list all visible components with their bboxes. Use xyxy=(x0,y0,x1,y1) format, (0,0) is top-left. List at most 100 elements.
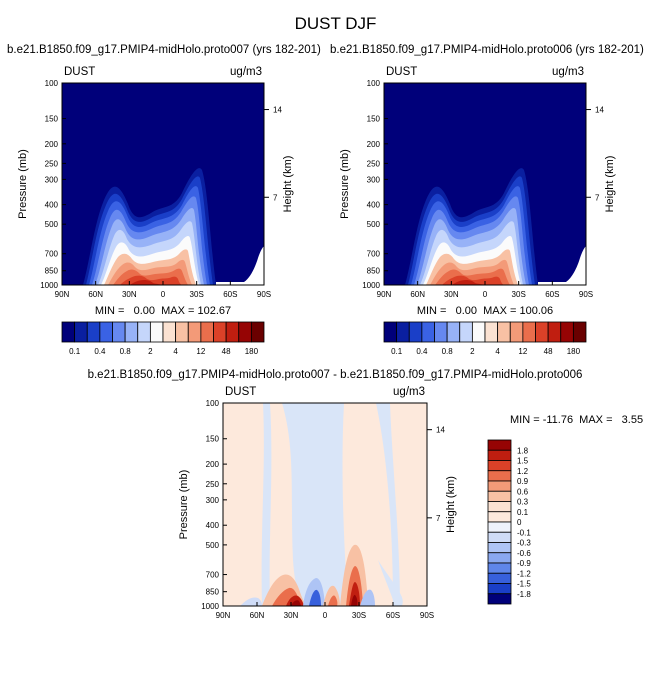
left-xtick-label: 90S xyxy=(257,290,271,299)
difference-ytick-label: 200 xyxy=(206,460,220,469)
difference-ytick-label: 400 xyxy=(206,521,220,530)
left-colorbar-box xyxy=(250,321,265,343)
left-colorbar-box xyxy=(187,321,202,343)
right-ytick-label: 200 xyxy=(367,140,381,149)
left-colorbar-label: 12 xyxy=(196,347,205,356)
difference-colorbar-box xyxy=(487,593,512,605)
right-xtick-label: 30N xyxy=(444,290,459,299)
left-xtick-label: 30S xyxy=(190,290,204,299)
difference-ytick-label: 850 xyxy=(206,588,220,597)
right-colorbar-label: 48 xyxy=(544,347,553,356)
left-ytick-label: 700 xyxy=(45,250,59,259)
right-variable-label: DUST xyxy=(386,66,417,78)
right-xtick-label: 90N xyxy=(377,290,392,299)
right-colorbar-box xyxy=(522,321,536,343)
difference-colorbar-label: 1.2 xyxy=(517,467,529,476)
difference-colorbar-label: 0.3 xyxy=(517,498,529,507)
difference-variable-label: DUST xyxy=(225,386,256,398)
left-colorbar-box xyxy=(124,321,139,343)
difference-colorbar-label: 0.9 xyxy=(517,477,529,486)
difference-xtick-label: 60N xyxy=(250,611,265,620)
difference-colorbar-label: -0.6 xyxy=(517,549,531,558)
right-colorbar-box xyxy=(572,321,587,343)
right-xtick-label: 30S xyxy=(512,290,526,299)
left-colorbar-box xyxy=(137,321,151,343)
right-colorbar-box xyxy=(459,321,473,343)
left-colorbar-label: 0.1 xyxy=(69,347,81,356)
difference-colorbar-label: 1.5 xyxy=(517,457,529,466)
difference-colorbar-label: -0.3 xyxy=(517,539,531,548)
difference-ytick-label: 500 xyxy=(206,541,220,550)
right-ytick-label: 300 xyxy=(367,175,381,184)
difference-colorbar-label: -1.8 xyxy=(517,590,531,599)
left-colorbar-box xyxy=(112,321,126,343)
left-colorbar-box xyxy=(86,321,101,343)
right-ytick-label: 150 xyxy=(367,115,381,124)
difference-colorbar-label: 0.6 xyxy=(517,487,529,496)
right-ytick-label: 700 xyxy=(367,250,381,259)
left-colorbar-box xyxy=(200,321,214,343)
right-colorbar-box xyxy=(434,321,448,343)
difference-colorbar-box xyxy=(487,470,512,482)
left-colorbar-box xyxy=(61,321,76,343)
right-ytick-label: 500 xyxy=(367,220,381,229)
left-ytick-label: 100 xyxy=(45,79,59,88)
difference-xtick-label: 90N xyxy=(216,611,231,620)
difference-panel-title: b.e21.B1850.f09_g17.PMIP4-midHolo.proto0… xyxy=(88,369,583,381)
right-ytick-label: 400 xyxy=(367,201,381,210)
left-colorbar-box xyxy=(162,321,177,343)
right-colorbar-label: 180 xyxy=(567,347,581,356)
difference-min-max: MIN = -11.76 MAX = 3.55 xyxy=(510,414,643,426)
right-colorbar-label: 0.8 xyxy=(442,347,454,356)
right-colorbar-box xyxy=(421,321,435,343)
left-ytick-label: 500 xyxy=(45,220,59,229)
right-ytick-label: 1000 xyxy=(362,281,380,290)
left-y2tick-label: 14 xyxy=(273,106,282,115)
difference-colorbar-box xyxy=(487,531,512,543)
difference-ylabel: Pressure (mb) xyxy=(178,470,190,540)
left-xtick-label: 0 xyxy=(161,290,166,299)
right-ylabel: Pressure (mb) xyxy=(339,149,351,219)
right-colorbar-box xyxy=(408,321,423,343)
right-y2tick-label: 7 xyxy=(595,193,600,202)
difference-colorbar-box xyxy=(487,542,512,554)
right-xtick-label: 60S xyxy=(545,290,559,299)
difference-colorbar-box xyxy=(487,501,512,513)
difference-colorbar-box xyxy=(487,572,512,584)
left-ytick-label: 150 xyxy=(45,115,59,124)
difference-colorbar-box xyxy=(487,562,512,574)
difference-colorbar-box xyxy=(487,490,512,502)
difference-y2tick-label: 7 xyxy=(436,514,441,523)
right-colorbar-box xyxy=(396,321,410,343)
left-colorbar-box xyxy=(238,321,252,343)
left-colorbar-box xyxy=(149,321,164,343)
left-colorbar-box xyxy=(99,321,113,343)
difference-colorbar-label: -1.2 xyxy=(517,569,531,578)
left-colorbar-label: 0.4 xyxy=(94,347,106,356)
right-xtick-label: 60N xyxy=(410,290,425,299)
left-y2label: Height (km) xyxy=(282,156,294,213)
left-ytick-label: 850 xyxy=(45,267,59,276)
right-colorbar-label: 2 xyxy=(470,347,475,356)
difference-colorbar-box xyxy=(487,439,512,451)
right-colorbar-box xyxy=(446,321,461,343)
left-ytick-label: 250 xyxy=(45,159,59,168)
right-colorbar-box xyxy=(560,321,574,343)
left-colorbar-label: 48 xyxy=(222,347,231,356)
right-colorbar-box xyxy=(547,321,562,343)
difference-colorbar-box xyxy=(487,521,512,533)
right-colorbar-label: 12 xyxy=(518,347,527,356)
right-colorbar-box xyxy=(497,321,511,343)
left-colorbar-box xyxy=(74,321,88,343)
left-xtick-label: 90N xyxy=(55,290,70,299)
right-y2label: Height (km) xyxy=(604,156,616,213)
difference-ytick-label: 1000 xyxy=(201,602,219,611)
right-colorbar-label: 0.1 xyxy=(391,347,403,356)
left-colorbar-label: 2 xyxy=(148,347,153,356)
difference-ytick-label: 250 xyxy=(206,480,220,489)
difference-colorbar-box xyxy=(487,449,512,461)
right-y2tick-label: 14 xyxy=(595,106,604,115)
